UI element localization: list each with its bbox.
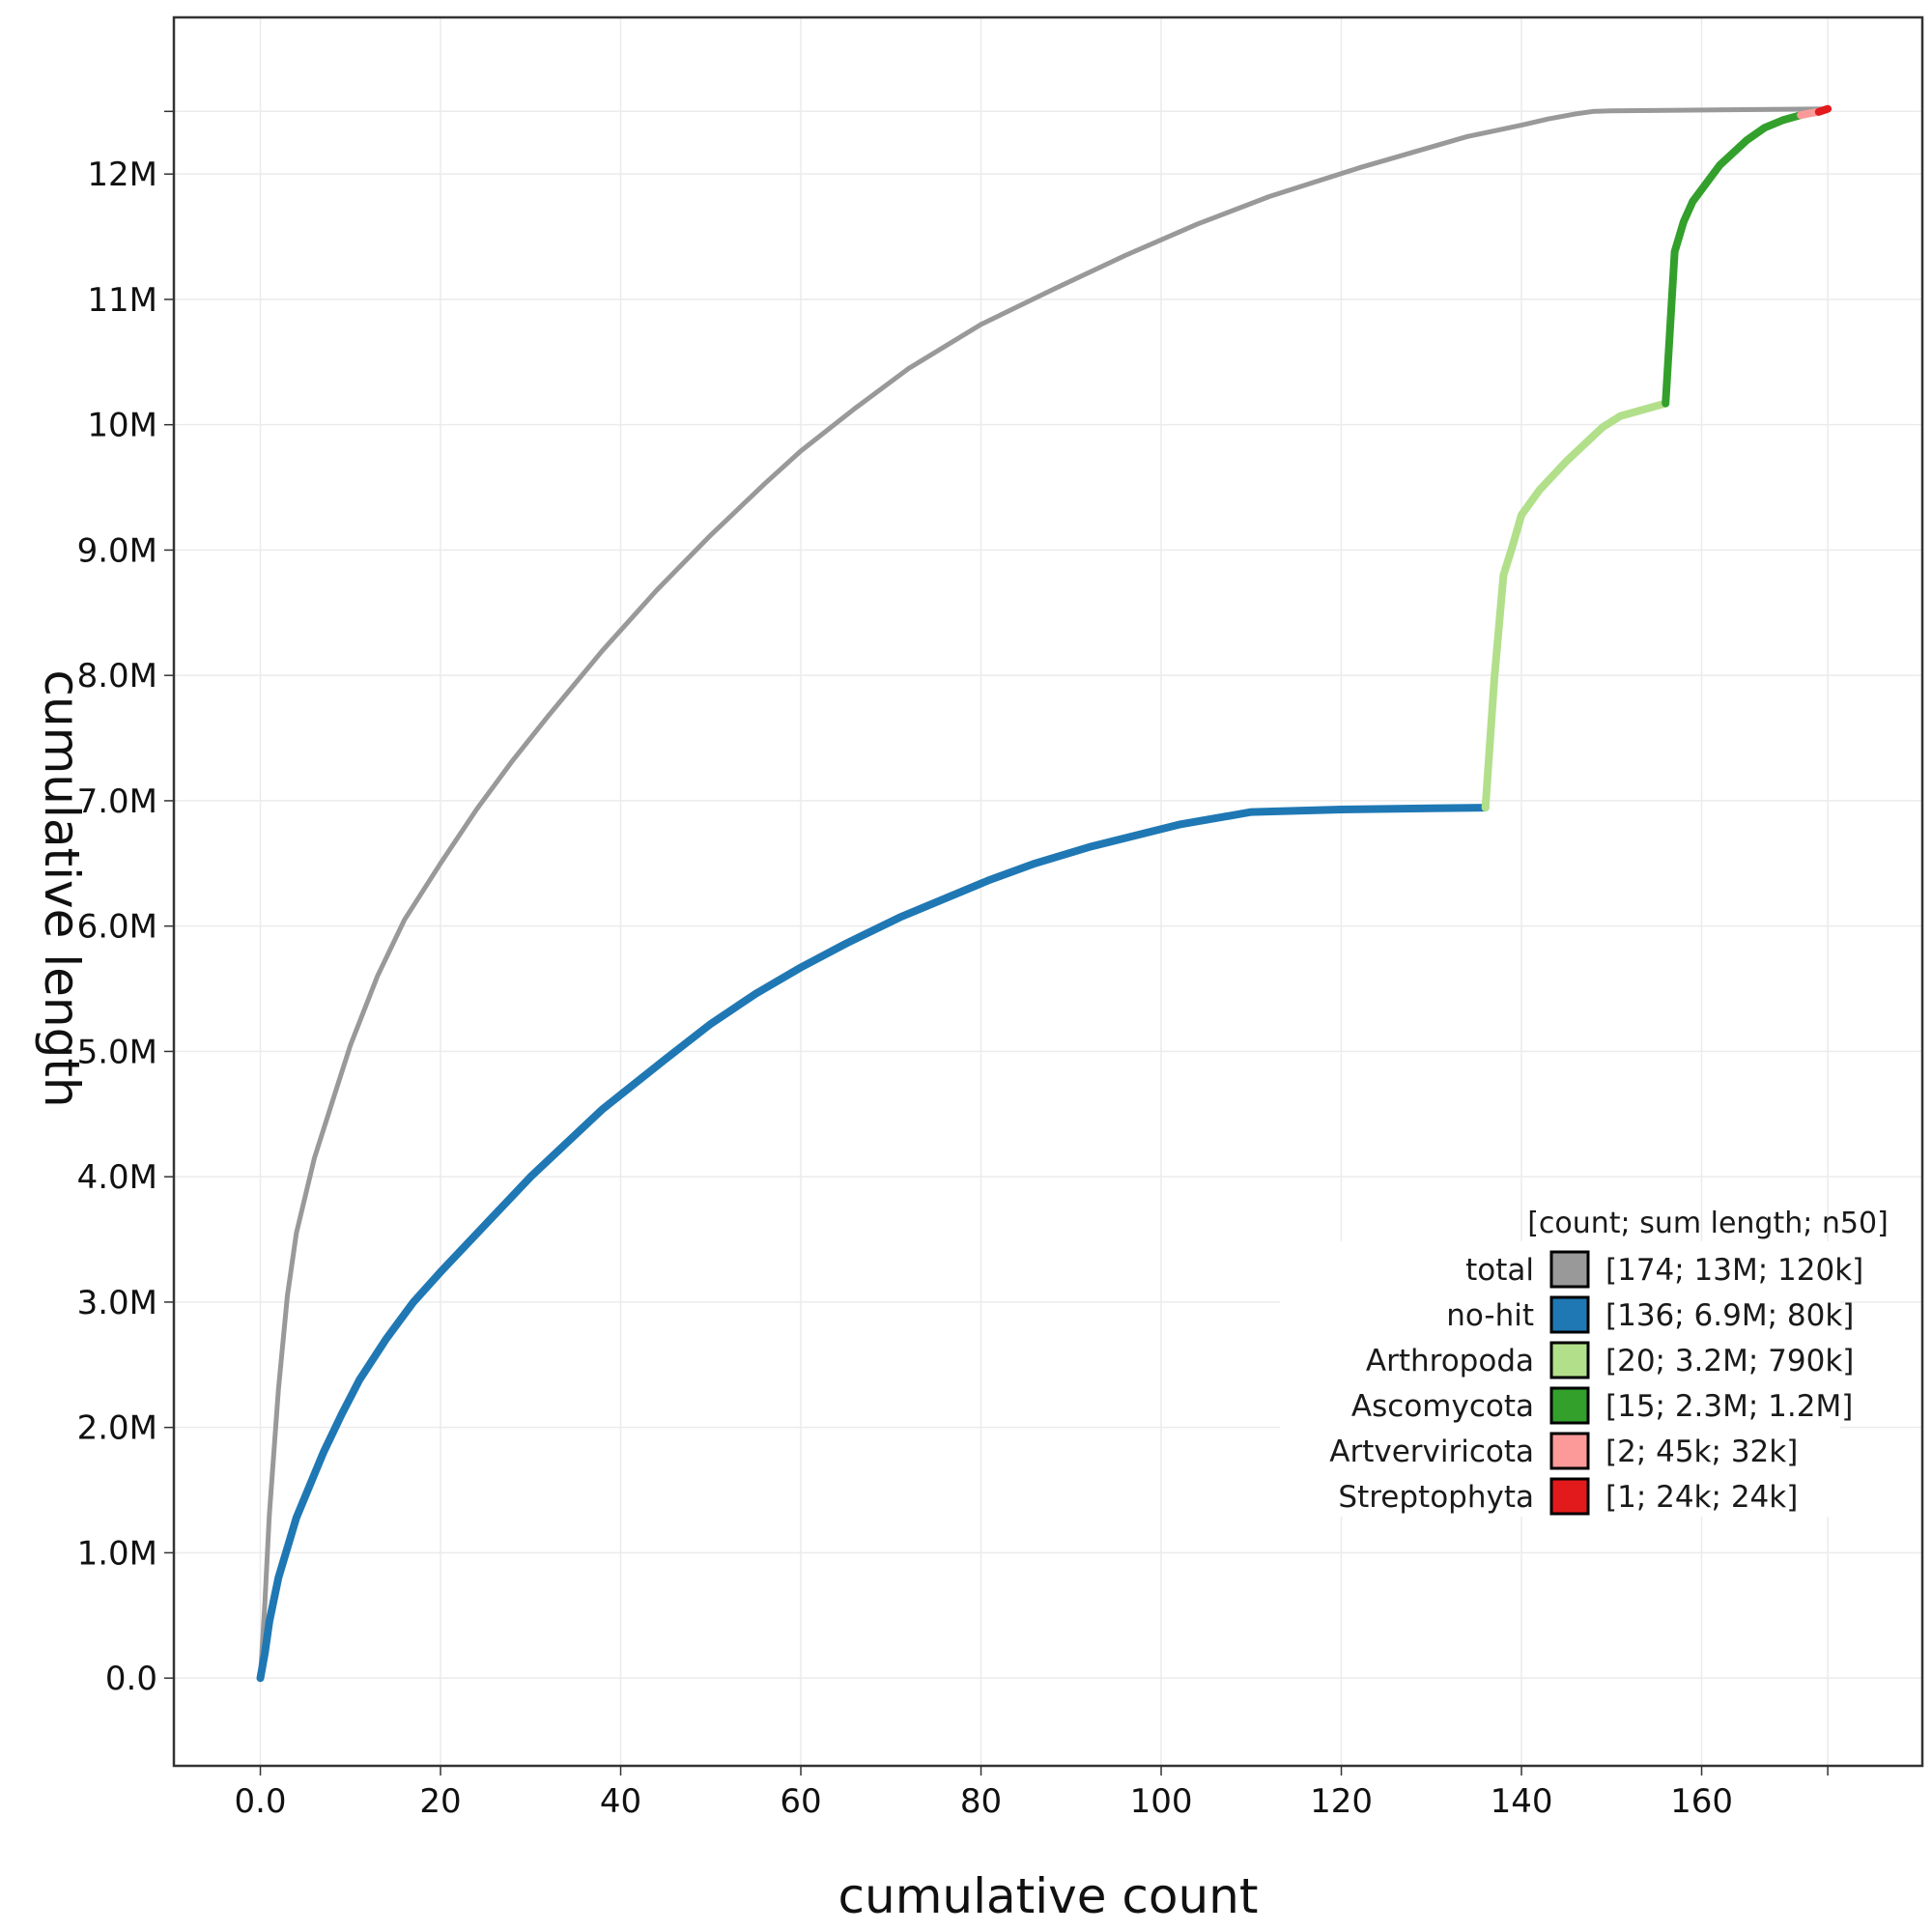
x-tick-label: 0.0: [234, 1782, 286, 1821]
legend-label: total: [1465, 1253, 1534, 1288]
y-axis-title: cumulative length: [34, 669, 90, 1107]
series-line-total: [258, 106, 1831, 1681]
legend: [count; sum length; n50] total [174; 13M;…: [1280, 1207, 1889, 1517]
y-tick-label: 1.0M: [77, 1534, 157, 1573]
legend-label: no-hit: [1446, 1298, 1534, 1333]
y-tick-label: 6.0M: [77, 908, 157, 947]
y-tick-label: 0.0: [105, 1660, 157, 1698]
x-axis-title: cumulative count: [838, 1868, 1259, 1924]
y-tick-label: 10M: [87, 407, 157, 445]
legend-title: [count; sum length; n50]: [1527, 1207, 1889, 1240]
legend-stats: [20; 3.2M; 790k]: [1605, 1344, 1854, 1378]
x-tick-label: 140: [1491, 1782, 1553, 1821]
y-tick-label: 8.0M: [77, 657, 157, 696]
x-tick-label: 80: [960, 1782, 1002, 1821]
legend-swatch: [1549, 1432, 1590, 1470]
y-tick-label: 5.0M: [77, 1033, 157, 1071]
legend-swatch: [1549, 1386, 1590, 1425]
series-line-arthropoda: [1481, 399, 1670, 812]
y-tick-label: 4.0M: [77, 1158, 157, 1197]
x-tick-label: 100: [1130, 1782, 1193, 1821]
legend-swatch: [1549, 1477, 1590, 1516]
legend-stats: [1; 24k; 24k]: [1605, 1480, 1798, 1515]
x-tick-label: 40: [600, 1782, 641, 1821]
x-tick-label: 160: [1670, 1782, 1733, 1821]
legend-swatch: [1549, 1250, 1590, 1289]
x-tick-label: 20: [419, 1782, 461, 1821]
series-lines: [256, 104, 1833, 1683]
y-tick-label: 11M: [87, 281, 157, 320]
series-line-ascomycota: [1662, 111, 1805, 408]
grid-lines: [174, 17, 1922, 1766]
legend-stats: [136; 6.9M; 80k]: [1605, 1298, 1854, 1333]
legend-label: Artverviricota: [1329, 1435, 1534, 1469]
legend-swatch: [1549, 1341, 1590, 1379]
legend-stats: [2; 45k; 32k]: [1605, 1435, 1798, 1469]
y-tick-label: 9.0M: [77, 531, 157, 570]
x-tick-label: 120: [1310, 1782, 1373, 1821]
series-line-no-hit: [256, 804, 1490, 1683]
plot-panel-border: [172, 15, 1924, 1768]
x-tick-label: 60: [780, 1782, 821, 1821]
legend-label: Streptophyta: [1338, 1480, 1534, 1515]
legend-stats: [174; 13M; 120k]: [1605, 1253, 1863, 1288]
series-line-streptophyta: [1814, 104, 1833, 116]
axes: 0.0 20 40 60 80 100 120 140 160 0.0 1.0M 2.0M 3.0M 4.…: [77, 110, 1829, 1821]
y-tick-label: 7.0M: [77, 782, 157, 821]
legend-label: Ascomycota: [1351, 1389, 1534, 1424]
legend-swatch: [1549, 1295, 1590, 1334]
legend-stats: [15; 2.3M; 1.2M]: [1605, 1389, 1853, 1424]
y-tick-label: 3.0M: [77, 1284, 157, 1322]
y-tick-label: 12M: [87, 156, 157, 194]
legend-label: Arthropoda: [1366, 1344, 1534, 1378]
y-tick-label: 2.0M: [77, 1409, 157, 1448]
